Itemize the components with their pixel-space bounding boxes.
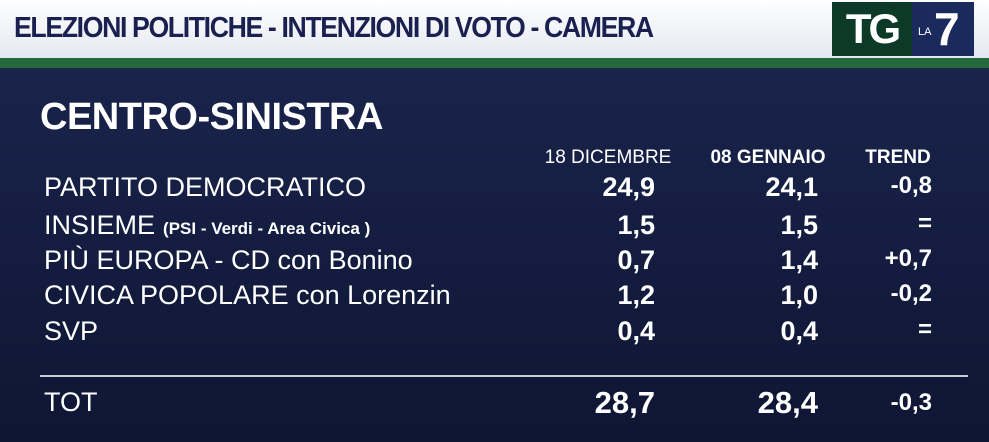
total-value: 28,7 <box>594 385 655 420</box>
party-label: INSIEME <box>44 210 156 240</box>
party-label: PARTITO DEMOCRATICO <box>44 172 367 202</box>
cell-value: 1,2 <box>617 280 655 310</box>
party-name: INSIEME (PSI - Verdi - Area Civica ) <box>44 210 370 241</box>
cell-value: 1,5 <box>617 210 655 240</box>
cell-value: 0,7 <box>617 245 655 275</box>
cell-value: -0,2 <box>890 280 932 307</box>
logo-la7: LA 7 <box>912 2 974 56</box>
cell-value: 0,4 <box>617 316 655 346</box>
party-name: PARTITO DEMOCRATICO <box>44 172 366 203</box>
cell-value: = <box>917 316 932 343</box>
party-note: (PSI - Verdi - Area Civica ) <box>163 219 371 238</box>
total-rule <box>40 375 968 377</box>
party-name: CIVICA POPOLARE con Lorenzin <box>44 280 451 311</box>
total-value: 28,4 <box>757 385 818 420</box>
logo-la: LA <box>918 26 932 38</box>
cell-value: +0,7 <box>884 245 932 272</box>
cell-value: 1,5 <box>780 210 818 240</box>
section-title: CENTRO-SINISTRA <box>40 96 383 138</box>
cell-value: -0,8 <box>890 172 932 199</box>
column-header: 08 GENNAIO <box>710 147 826 168</box>
total-label: TOT <box>44 387 98 417</box>
cell-value: = <box>917 210 932 237</box>
cell-value: 24,9 <box>602 172 655 202</box>
cell-value: 1,0 <box>780 280 818 310</box>
logo-seven: 7 <box>934 3 960 55</box>
party-label: CIVICA POPOLARE con Lorenzin <box>44 280 451 310</box>
header-bar: ELEZIONI POLITICHE - INTENZIONI DI VOTO … <box>0 0 989 58</box>
party-name: SVP <box>44 316 98 347</box>
column-header: TREND <box>865 147 931 168</box>
party-label: SVP <box>44 316 99 346</box>
header-stripe <box>0 58 989 68</box>
total-value: -0,3 <box>890 389 932 416</box>
cell-value: 24,1 <box>765 172 818 202</box>
logo-tg: TG <box>832 2 912 56</box>
column-header: 18 DICEMBRE <box>544 147 672 168</box>
cell-value: 0,4 <box>780 316 818 346</box>
party-label: PIÙ EUROPA - CD con Bonino <box>44 245 413 275</box>
party-name: PIÙ EUROPA - CD con Bonino <box>44 245 413 276</box>
cell-value: 1,4 <box>780 245 818 275</box>
title: ELEZIONI POLITICHE - INTENZIONI DI VOTO … <box>14 12 654 44</box>
